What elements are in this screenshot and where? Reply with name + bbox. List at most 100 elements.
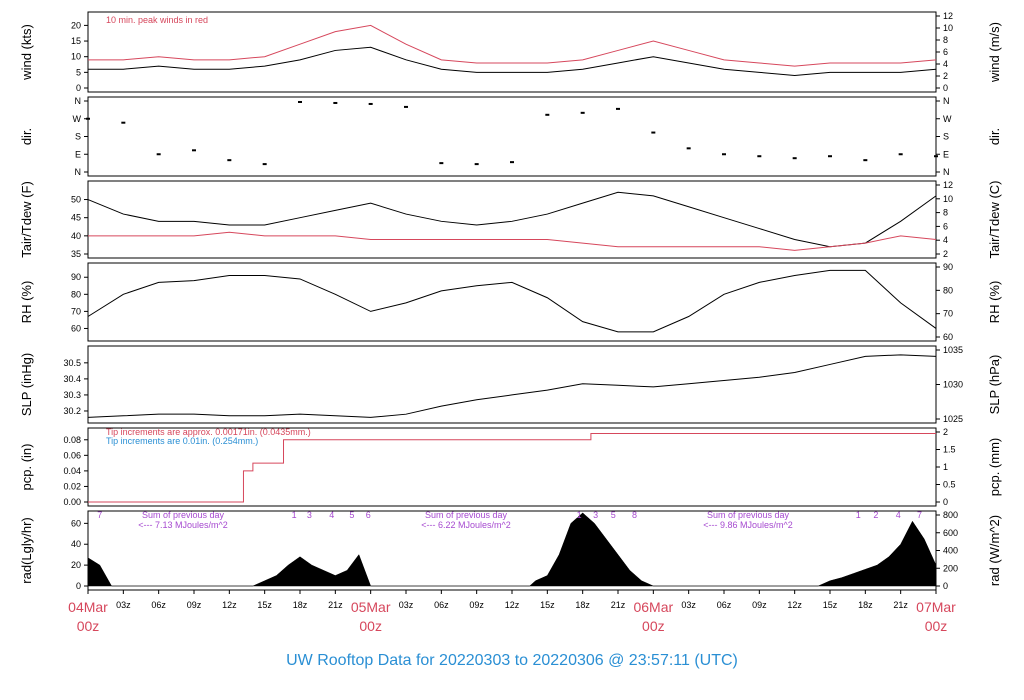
direction-point bbox=[651, 131, 656, 134]
x-tick-label: 18z bbox=[858, 600, 873, 610]
panel-frame bbox=[87, 180, 937, 259]
panel-frame bbox=[87, 11, 937, 93]
right-tick-label: 2 bbox=[943, 427, 948, 437]
left-tick-label: 45 bbox=[71, 213, 81, 223]
left-tick-label: 30.4 bbox=[63, 374, 81, 384]
left-tick-label: E bbox=[75, 149, 81, 159]
x-tick-label: 03z bbox=[399, 600, 414, 610]
direction-point bbox=[227, 159, 232, 162]
right-tick-label: 1030 bbox=[943, 380, 963, 390]
right-tick-label: 70 bbox=[943, 309, 953, 319]
y-axis-label-right: pcp. (mm) bbox=[987, 438, 1002, 497]
direction-point bbox=[298, 100, 302, 103]
left-tick-label: S bbox=[75, 132, 81, 142]
right-tick-label: 6 bbox=[943, 47, 948, 57]
date-label: 05Mar bbox=[351, 599, 391, 615]
x-tick-label: 12z bbox=[787, 600, 802, 610]
y-axis-label-right: RH (%) bbox=[987, 281, 1002, 324]
hour-label: 3 bbox=[593, 510, 598, 520]
day-sum-value: <--- 6.22 MJoules/m^2 bbox=[421, 520, 511, 530]
left-tick-label: 50 bbox=[71, 195, 81, 205]
panel-frame bbox=[87, 96, 937, 177]
hour-label: 3 bbox=[307, 510, 312, 520]
day-sum-label: Sum of previous day bbox=[707, 510, 790, 520]
y-axis-label-left: RH (%) bbox=[19, 281, 34, 324]
x-tick-label: 09z bbox=[469, 600, 484, 610]
left-tick-label: 60 bbox=[71, 518, 81, 528]
right-tick-label: 0 bbox=[943, 83, 948, 93]
series-line-black bbox=[87, 354, 937, 418]
left-tick-label: 0.00 bbox=[63, 497, 81, 507]
hour-label: 7 bbox=[97, 510, 102, 520]
series-line-red bbox=[88, 24, 937, 67]
right-tick-label: 1035 bbox=[943, 345, 963, 355]
x-tick-label: 18z bbox=[293, 600, 308, 610]
y-axis-label-left: wind (kts) bbox=[19, 24, 34, 81]
right-tick-label: 2 bbox=[943, 71, 948, 81]
x-tick-label: 15z bbox=[257, 600, 272, 610]
y-axis-label-left: rad(Lgly/hr) bbox=[19, 517, 34, 583]
right-tick-label: N bbox=[943, 167, 950, 177]
hour-label: 1 bbox=[577, 510, 582, 520]
left-tick-label: 20 bbox=[71, 560, 81, 570]
panel-wind: 0 5 10 15 20 0 2 4 6 8 10 12 wind (kts) wind (m/s) 10 … bbox=[19, 11, 1002, 93]
date-label: 06Mar bbox=[633, 599, 673, 615]
direction-point bbox=[792, 157, 797, 160]
right-tick-label: 10 bbox=[943, 194, 953, 204]
right-tick-label: 8 bbox=[943, 208, 948, 218]
series-line-black bbox=[87, 191, 937, 248]
left-tick-label: 80 bbox=[71, 289, 81, 299]
y-axis-label-left: dir. bbox=[19, 128, 34, 145]
left-tick-label: W bbox=[73, 114, 82, 124]
y-axis-label-left: Tair/Tdew (F) bbox=[19, 181, 34, 258]
right-tick-label: 60 bbox=[943, 332, 953, 342]
date-hour-label: 00z bbox=[925, 618, 948, 634]
direction-point bbox=[121, 121, 126, 124]
y-axis-label-right: SLP (hPa) bbox=[987, 355, 1002, 415]
left-tick-label: 5 bbox=[76, 67, 81, 77]
x-tick-label: 12z bbox=[222, 600, 237, 610]
left-tick-label: 0.06 bbox=[63, 450, 81, 460]
right-tick-label: S bbox=[943, 132, 949, 142]
right-tick-label: 400 bbox=[943, 546, 958, 556]
direction-point bbox=[368, 102, 373, 105]
panel-rh: 60 70 80 90 60 70 80 90 RH (%) RH (%) bbox=[19, 262, 1002, 342]
y-axis-label-right: dir. bbox=[987, 128, 1002, 145]
direction-point bbox=[757, 155, 762, 158]
date-hour-label: 00z bbox=[359, 618, 382, 634]
x-tick-label: 15z bbox=[823, 600, 838, 610]
direction-point bbox=[474, 163, 479, 166]
direction-point bbox=[192, 149, 196, 152]
x-tick-label: 03z bbox=[116, 600, 131, 610]
x-tick-label: 21z bbox=[328, 600, 343, 610]
left-tick-label: 0.04 bbox=[63, 466, 81, 476]
series-line-red bbox=[88, 433, 936, 503]
series-line-black bbox=[87, 269, 937, 333]
left-tick-label: 30.3 bbox=[63, 390, 81, 400]
right-tick-label: 10 bbox=[943, 23, 953, 33]
direction-point bbox=[439, 162, 444, 165]
chart-title: UW Rooftop Data for 20220303 to 20220306… bbox=[286, 652, 738, 669]
x-tick-label: 09z bbox=[752, 600, 767, 610]
right-tick-label: 2 bbox=[943, 249, 948, 259]
hour-label: 4 bbox=[896, 510, 901, 520]
x-tick-label: 21z bbox=[611, 600, 626, 610]
date-hour-label: 00z bbox=[642, 618, 665, 634]
series-line-black bbox=[88, 46, 937, 76]
x-tick-label: 03z bbox=[681, 600, 696, 610]
x-tick-label: 15z bbox=[540, 600, 555, 610]
day-sum-label: Sum of previous day bbox=[142, 510, 225, 520]
right-tick-label: 90 bbox=[943, 262, 953, 272]
y-axis-label-right: Tair/Tdew (C) bbox=[987, 180, 1002, 258]
hour-label: 8 bbox=[632, 510, 637, 520]
direction-point bbox=[404, 105, 408, 108]
hour-label: 6 bbox=[366, 510, 371, 520]
left-tick-label: 30.5 bbox=[63, 358, 81, 368]
right-tick-label: 0.5 bbox=[943, 480, 956, 490]
left-tick-label: 0 bbox=[76, 581, 81, 591]
direction-point bbox=[580, 111, 585, 114]
right-tick-label: 6 bbox=[943, 221, 948, 231]
right-tick-label: 80 bbox=[943, 285, 953, 295]
